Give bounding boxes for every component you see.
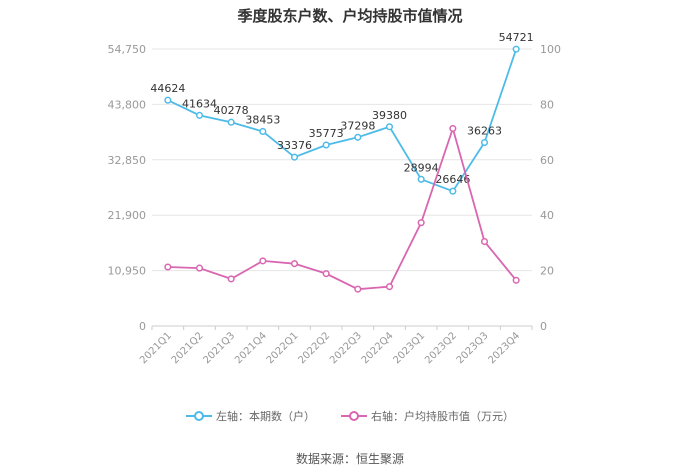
data-label: 54721 — [499, 31, 534, 44]
right-axis-tick-label: 100 — [540, 43, 561, 56]
left-axis-tick-label: 10,950 — [108, 265, 147, 278]
data-point-0 — [227, 118, 235, 126]
x-axis-tick-label: 2023Q3 — [455, 330, 491, 366]
data-point-1 — [227, 275, 235, 283]
data-point-0 — [195, 111, 204, 119]
data-source: 数据来源：恒生聚源 — [295, 452, 404, 466]
data-point-0 — [385, 123, 394, 131]
data-point-1 — [290, 260, 299, 268]
x-axis-tick-label: 2023Q2 — [423, 330, 459, 366]
data-point-1 — [354, 285, 362, 293]
x-axis-tick-label: 2021Q1 — [138, 330, 174, 366]
legend-swatch-households-icon — [186, 411, 212, 421]
data-point-1 — [417, 219, 425, 227]
data-point-0 — [259, 127, 267, 136]
data-label: 33376 — [277, 139, 312, 152]
data-point-1 — [512, 276, 520, 284]
x-axis-tick-label: 2021Q2 — [170, 330, 206, 366]
data-point-1 — [385, 283, 394, 291]
data-label: 44624 — [150, 82, 185, 95]
left-axis-tick-label: 54,750 — [108, 43, 147, 56]
data-label: 26646 — [435, 173, 470, 186]
data-label: 39380 — [372, 109, 407, 122]
legend-label-market-value: 右轴：户均持股市值（万元） — [371, 410, 514, 423]
data-point-0 — [322, 141, 330, 149]
series-line-1 — [167, 125, 517, 291]
x-axis-tick-label: 2021Q4 — [233, 330, 269, 366]
data-label: 41634 — [182, 97, 217, 110]
data-point-0 — [354, 133, 362, 141]
x-axis-tick-label: 2022Q4 — [360, 330, 396, 366]
x-axis-tick-label: 2022Q1 — [265, 330, 301, 366]
chart-title: 季度股东户数、户均持股市值情况 — [237, 7, 463, 25]
x-axis-tick-label: 2023Q1 — [391, 330, 427, 366]
right-axis-tick-label: 60 — [540, 154, 554, 167]
x-axis-tick-label: 2022Q3 — [328, 330, 364, 366]
data-point-1 — [449, 124, 457, 133]
right-axis-tick-label: 20 — [540, 265, 554, 278]
data-point-0 — [164, 96, 172, 104]
legend-swatch-market-value-icon — [341, 411, 367, 421]
x-axis-tick-label: 2021Q3 — [201, 330, 237, 366]
series-line-0 — [167, 48, 518, 193]
right-axis-tick-label: 80 — [540, 98, 554, 111]
legend-item-market-value[interactable]: 右轴：户均持股市值（万元） — [341, 408, 514, 424]
data-point-1 — [164, 263, 172, 271]
left-axis-tick-label: 32,850 — [108, 154, 147, 167]
data-point-1 — [480, 237, 489, 246]
data-point-0 — [449, 187, 457, 195]
right-axis-tick-label: 40 — [540, 209, 554, 222]
data-label: 37298 — [340, 119, 375, 132]
data-point-0 — [417, 175, 425, 183]
x-axis-tick-label: 2023Q4 — [486, 330, 522, 366]
data-point-0 — [480, 138, 489, 147]
data-label: 35773 — [309, 127, 344, 140]
right-axis-tick-label: 0 — [540, 320, 547, 333]
data-label: 40278 — [214, 104, 249, 117]
x-axis-tick-label: 2022Q2 — [296, 330, 332, 366]
data-label: 28994 — [404, 161, 439, 174]
data-label: 36263 — [467, 125, 502, 138]
data-point-1 — [195, 264, 204, 272]
left-axis-tick-label: 43,800 — [108, 98, 147, 111]
legend-label-households: 左轴：本期数（户） — [216, 410, 315, 423]
left-axis-tick-label: 0 — [139, 320, 146, 333]
left-axis-tick-label: 21,900 — [108, 209, 147, 222]
data-point-1 — [259, 257, 267, 265]
chart-legend: 左轴：本期数（户） 右轴：户均持股市值（万元） — [0, 408, 700, 424]
legend-item-households[interactable]: 左轴：本期数（户） — [186, 408, 315, 424]
data-point-0 — [512, 45, 520, 53]
data-label: 38453 — [245, 113, 280, 126]
data-point-0 — [290, 153, 299, 161]
data-point-1 — [322, 270, 330, 278]
